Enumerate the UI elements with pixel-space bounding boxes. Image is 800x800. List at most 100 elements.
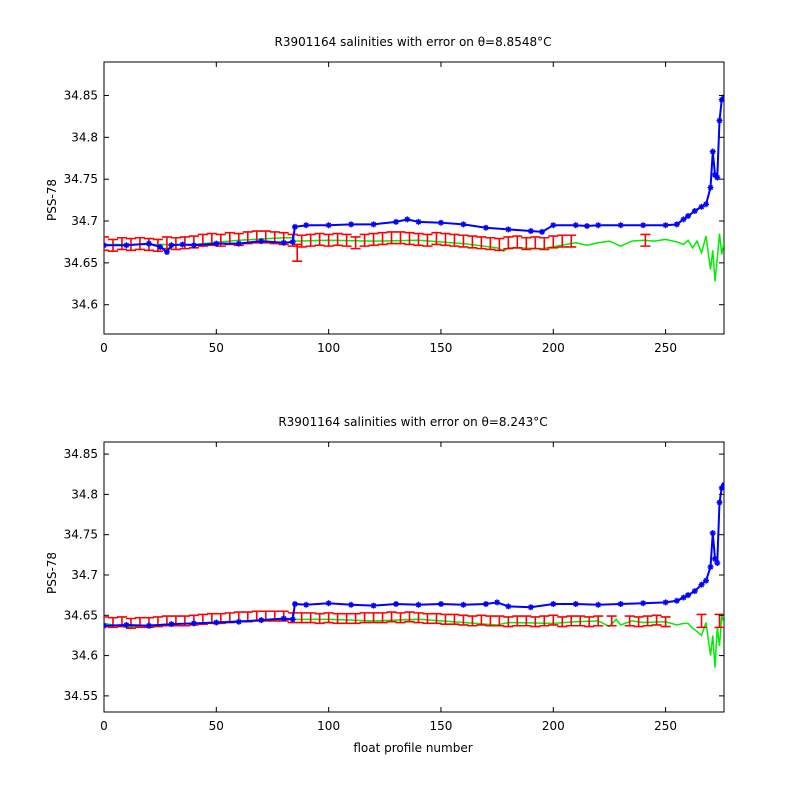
y-tick-label: 34.55: [64, 689, 98, 703]
axes-frame: [103, 441, 725, 713]
errorbar: [548, 614, 559, 626]
errorbar: [539, 615, 550, 627]
data-point-marker: [393, 218, 400, 225]
errorbar: [503, 616, 514, 628]
errorbar: [512, 615, 523, 627]
x-tick-label: 100: [317, 341, 340, 355]
x-tick-label: 0: [100, 719, 108, 733]
errorbar: [449, 613, 460, 625]
data-point-marker: [280, 239, 287, 246]
y-tick-label: 34.7: [71, 214, 98, 228]
y-tick-label: 34.6: [71, 298, 98, 312]
data-point-marker: [280, 615, 287, 622]
axes-frame: [103, 61, 725, 335]
errorbar: [404, 611, 415, 623]
errorbar: [341, 612, 352, 625]
errorbar: [467, 235, 478, 249]
errorbar: [494, 237, 505, 252]
errorbar: [323, 233, 334, 247]
data-point-marker: [673, 221, 680, 228]
errorbar: [575, 615, 586, 627]
errorbar: [440, 613, 451, 625]
data-point-marker: [718, 484, 724, 491]
y-tick-label: 34.6: [71, 649, 98, 663]
data-point-marker: [685, 212, 692, 219]
chart-top: R3901164 salinities with error on θ=8.85…: [45, 35, 725, 355]
data-point-marker: [235, 618, 242, 625]
errorbar: [467, 615, 478, 627]
chart-bottom: R3901164 salinities with error on θ=8.24…: [45, 415, 725, 755]
data-point-marker: [709, 530, 716, 537]
errorbar: [485, 615, 496, 627]
data-point-marker: [258, 617, 265, 624]
data-point-marker: [712, 171, 719, 178]
errorbar: [395, 612, 406, 624]
data-point-marker: [303, 222, 310, 229]
errorbar: [332, 612, 343, 625]
data-point-marker: [691, 207, 698, 214]
errorbar: [296, 234, 307, 248]
errorbar: [125, 617, 136, 629]
x-tick-label: 100: [317, 719, 340, 733]
errorbar: [642, 615, 653, 627]
data-point-marker: [348, 221, 355, 228]
y-axis-label: PSS-78: [45, 179, 59, 221]
x-tick-label: 250: [654, 341, 677, 355]
y-tick-label: 34.7: [71, 568, 98, 582]
errorbar: [494, 615, 505, 627]
errorbar: [314, 232, 325, 247]
data-point-marker: [291, 601, 298, 607]
data-point-marker: [258, 238, 265, 245]
chart-title: R3901164 salinities with error on θ=8.24…: [278, 415, 547, 429]
x-tick-label: 200: [542, 341, 565, 355]
data-point-marker: [123, 242, 130, 249]
errorbar: [395, 231, 406, 245]
errorbar: [323, 612, 334, 624]
errorbar: [633, 616, 644, 628]
errorbar: [368, 232, 379, 247]
errorbar: [350, 236, 361, 250]
x-tick-label: 50: [209, 341, 224, 355]
errorbar: [341, 233, 352, 247]
errorbar: [476, 236, 487, 250]
data-point-marker: [213, 240, 220, 247]
data-point-marker: [482, 601, 489, 607]
errorbar: [458, 614, 469, 626]
errorbar: [521, 236, 532, 251]
data-point-marker: [168, 621, 175, 628]
y-tick-label: 34.85: [64, 88, 98, 102]
data-point-marker: [716, 499, 723, 506]
data-point-marker: [213, 619, 220, 626]
errorbar: [431, 231, 442, 246]
data-point-marker: [190, 620, 197, 627]
data-point-marker: [325, 222, 332, 229]
data-point-marker: [617, 222, 624, 229]
errorbar: [512, 235, 523, 249]
plot-area-bottom: 0 50 100 150 200 250 34.55 34.6 34.65 34.7 34.75 34…: [64, 441, 725, 733]
data-point-marker: [707, 184, 714, 191]
errorbar: [422, 612, 433, 625]
y-tick-label: 34.75: [64, 172, 98, 186]
errorbar: [296, 612, 307, 624]
y-tick-label: 34.65: [64, 256, 98, 270]
data-point-marker: [673, 597, 680, 604]
errorbar: [530, 236, 541, 250]
errorbar: [557, 616, 568, 628]
data-point-marker: [595, 222, 602, 229]
data-point-marker: [179, 241, 186, 248]
data-point-marker: [289, 616, 296, 623]
data-point-marker: [709, 148, 716, 155]
data-point-marker: [145, 622, 152, 629]
errorbar: [377, 231, 388, 246]
series-line-blue: [104, 484, 724, 627]
errorbar: [584, 616, 595, 628]
errorbar: [566, 234, 577, 248]
data-point-marker: [289, 238, 296, 245]
y-tick-label: 34.85: [64, 447, 98, 461]
errorbar-group: [104, 230, 651, 262]
data-point-marker: [348, 601, 355, 608]
x-tick-label: 0: [100, 341, 108, 355]
errorbar: [305, 612, 316, 624]
data-point-marker: [291, 223, 298, 230]
